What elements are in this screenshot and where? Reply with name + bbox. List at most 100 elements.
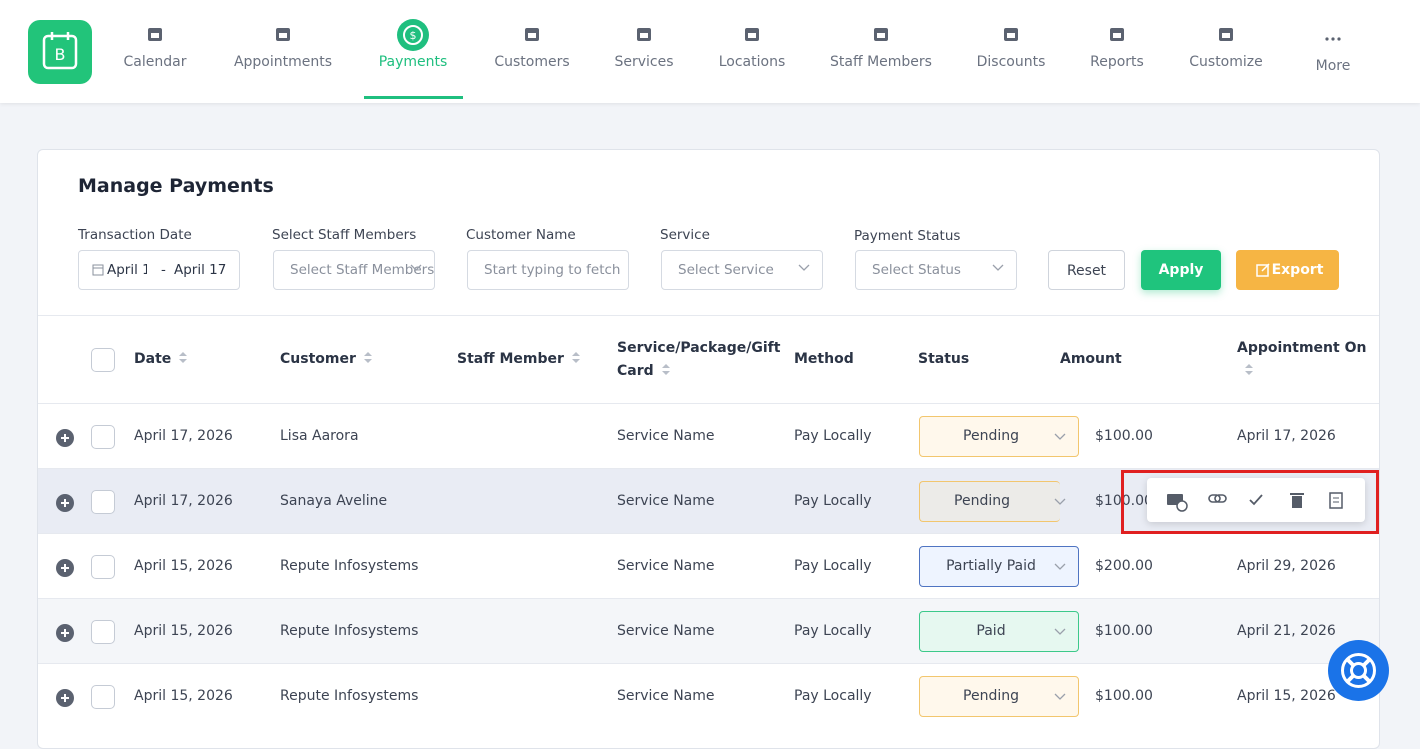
row-checkbox[interactable]	[91, 490, 115, 514]
customer-cell: Repute Infosystems	[280, 688, 419, 704]
customer-cell: Repute Infosystems	[280, 558, 419, 574]
service-cell: Service Name	[617, 428, 715, 444]
nav-label: Calendar	[123, 54, 187, 70]
row-checkbox[interactable]	[91, 555, 115, 579]
column-header[interactable]: Customer	[280, 351, 373, 367]
filter-label: Transaction Date	[78, 227, 192, 243]
complete-icon[interactable]	[1249, 494, 1263, 506]
expand-button[interactable]	[56, 494, 74, 512]
export-label: Export	[1271, 262, 1324, 278]
filter-label: Service	[660, 227, 710, 243]
expand-button[interactable]	[56, 689, 74, 707]
apply-button[interactable]: Apply	[1141, 250, 1221, 290]
placeholder: Select Status	[872, 262, 961, 278]
column-label: Method	[794, 351, 854, 367]
status-dropdown[interactable]: Partially Paid	[919, 546, 1079, 587]
status-dropdown[interactable]: Pending	[919, 676, 1079, 717]
method-cell: Pay Locally	[794, 623, 872, 639]
placeholder: Select Service	[678, 262, 774, 278]
column-header[interactable]: Date	[134, 351, 188, 367]
placeholder: Start typing to fetch	[484, 262, 621, 278]
nav-label: Customize	[1189, 54, 1263, 70]
nav-item[interactable]: Services	[574, 0, 714, 103]
refund-icon[interactable]	[1167, 494, 1188, 512]
nav-item[interactable]: Locations	[682, 0, 822, 103]
row-checkbox[interactable]	[91, 620, 115, 644]
status-label: Pending	[963, 688, 1019, 704]
nav-item[interactable]: Customers	[462, 0, 602, 103]
delete-icon[interactable]	[1290, 493, 1304, 508]
service-select[interactable]: Select Service	[661, 250, 823, 290]
customer-cell: Repute Infosystems	[280, 623, 419, 639]
status-label: Pending	[954, 493, 1010, 509]
status-dropdown[interactable]: Paid	[919, 611, 1079, 652]
column-label: Amount	[1060, 351, 1122, 367]
date-cell: April 15, 2026	[134, 623, 233, 639]
placeholder: Select Staff Members	[290, 262, 435, 278]
top-navigation: B Calendar Appointments $ Payments Customers…	[0, 0, 1420, 103]
expand-button[interactable]	[56, 429, 74, 447]
method-cell: Pay Locally	[794, 558, 872, 574]
date-separator: -	[161, 262, 166, 278]
filter-label: Select Staff Members	[272, 227, 417, 243]
nav-label: Customers	[494, 54, 570, 70]
nav-item[interactable]: Calendar	[85, 0, 225, 103]
appointment-cell: April 29, 2026	[1237, 558, 1336, 574]
nav-label: Reports	[1090, 54, 1144, 70]
nav-label: Services	[614, 54, 674, 70]
column-label: Appointment On	[1237, 340, 1367, 356]
nav-item[interactable]: Appointments	[213, 0, 353, 103]
column-label: Date	[134, 351, 172, 367]
active-indicator	[364, 96, 463, 99]
method-cell: Pay Locally	[794, 428, 872, 444]
appointment-cell: April 21, 2026	[1237, 623, 1336, 639]
status-select[interactable]: Select Status	[855, 250, 1017, 290]
staff-select[interactable]: Select Staff Members	[273, 250, 435, 290]
invoice-icon[interactable]	[1329, 492, 1343, 509]
customer-cell: Lisa Aarora	[280, 428, 359, 444]
date-cell: April 15, 2026	[134, 688, 233, 704]
nav-item[interactable]: More	[1263, 0, 1403, 103]
column-header[interactable]: Service/Package/Gift Card	[617, 337, 782, 383]
nav-item[interactable]: Discounts	[941, 0, 1081, 103]
table-row: April 15, 2026 Repute Infosystems Service …	[38, 663, 1379, 728]
highlight-box	[1121, 470, 1379, 534]
expand-button[interactable]	[56, 559, 74, 577]
status-dropdown[interactable]: Pending	[919, 481, 1066, 522]
column-label: Status	[918, 351, 970, 367]
service-cell: Service Name	[617, 623, 715, 639]
date-cell: April 15, 2026	[134, 558, 233, 574]
table-row: April 17, 2026 Lisa Aarora Service Name Pay…	[38, 403, 1379, 468]
column-header[interactable]: Appointment On	[1237, 337, 1367, 383]
nav-item[interactable]: $ Payments	[343, 0, 483, 103]
status-label: Partially Paid	[946, 558, 1036, 574]
service-cell: Service Name	[617, 493, 715, 509]
export-button[interactable]: Export	[1236, 250, 1339, 290]
row-checkbox[interactable]	[91, 425, 115, 449]
reset-button[interactable]: Reset	[1048, 250, 1125, 290]
row-checkbox[interactable]	[91, 685, 115, 709]
table-row: April 15, 2026 Repute Infosystems Service …	[38, 533, 1379, 598]
nav-item[interactable]: Customize	[1156, 0, 1296, 103]
expand-button[interactable]	[56, 624, 74, 642]
customer-input[interactable]: Start typing to fetch	[467, 250, 629, 290]
method-cell: Pay Locally	[794, 688, 872, 704]
select-all-checkbox[interactable]	[91, 348, 115, 372]
table-row: April 15, 2026 Repute Infosystems Service …	[38, 598, 1379, 663]
table-header: Date Customer Staff Member Service/Package/…	[38, 315, 1379, 403]
help-button[interactable]	[1328, 640, 1389, 701]
column-header[interactable]: Staff Member	[457, 351, 581, 367]
nav-label: Locations	[718, 54, 786, 70]
amount-cell: $100.00	[1095, 428, 1153, 444]
nav-item[interactable]: Staff Members	[811, 0, 951, 103]
payments-card: Manage Payments Transaction Date April 1…	[37, 149, 1380, 749]
nav-item[interactable]: Reports	[1047, 0, 1187, 103]
appointment-cell: April 17, 2026	[1237, 428, 1336, 444]
date-cell: April 17, 2026	[134, 428, 233, 444]
status-dropdown[interactable]: Pending	[919, 416, 1079, 457]
link-icon[interactable]	[1208, 494, 1227, 503]
column-label: Customer	[280, 351, 356, 367]
logo[interactable]: B	[28, 20, 92, 84]
date-range-input[interactable]: April 1, 2026 - April 17, 2026	[78, 250, 240, 290]
